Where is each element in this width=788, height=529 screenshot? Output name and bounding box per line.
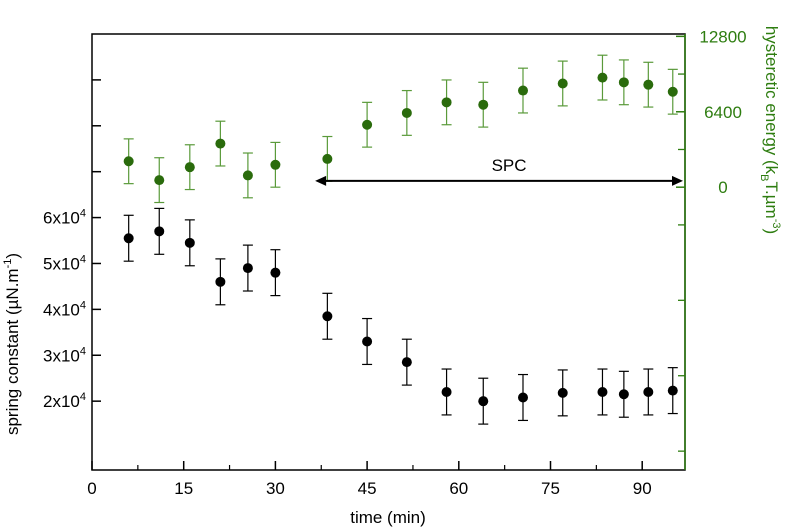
- annotation: SPC: [315, 156, 683, 186]
- right-y-tick-label: 6400: [704, 103, 742, 122]
- right-y-axis: 0 6400 12800: [676, 27, 747, 452]
- hysteretic-energy-point: [597, 72, 608, 83]
- spring-constant-point: [270, 267, 281, 278]
- spring-constant-point: [643, 386, 654, 397]
- spring-constant-point: [322, 311, 333, 322]
- spring-constant-point: [123, 233, 134, 244]
- left-y-axis-title: spring constant (µN.m-1): [2, 253, 22, 435]
- spring-constant-point: [478, 396, 489, 407]
- hysteretic-energy-point: [362, 119, 373, 130]
- spring-constant-point: [618, 389, 629, 400]
- x-tick-label: 15: [174, 479, 193, 498]
- spring-constant-point: [215, 276, 226, 287]
- x-axis: 0 15 30 45 60 75 90: [87, 461, 652, 498]
- hysteretic-energy-point: [478, 99, 489, 110]
- hysteretic-energy-point: [322, 153, 333, 164]
- spring-constant-point: [154, 226, 165, 237]
- x-axis-title: time (min): [350, 508, 426, 527]
- spc-label: SPC: [492, 156, 527, 175]
- hysteretic-energy-point: [242, 170, 253, 181]
- left-y-axis: 2x104 3x104 4x104 5x104 6x104: [43, 79, 101, 411]
- x-tick-label: 60: [449, 479, 468, 498]
- spring-constant-point: [362, 336, 373, 347]
- spring-constant-point: [597, 386, 608, 397]
- hysteretic-energy-point: [401, 107, 412, 118]
- right-y-axis-title: hysteretic energy (kBT.µm-3): [758, 26, 782, 234]
- left-y-tick-label: 5x104: [43, 253, 86, 273]
- spring-constant-point: [184, 237, 195, 248]
- left-y-tick-label: 4x104: [43, 299, 86, 319]
- plot-frame: [91, 33, 686, 471]
- hysteretic-energy-point: [517, 85, 528, 96]
- hysteretic-energy-point: [154, 175, 165, 186]
- hysteretic-energy-point: [270, 159, 281, 170]
- spring-constant-point: [667, 385, 678, 396]
- x-tick-label: 45: [358, 479, 377, 498]
- hysteretic-energy-point: [643, 79, 654, 90]
- hysteretic-energy-point: [441, 97, 452, 108]
- left-y-tick-label: 3x104: [43, 345, 86, 365]
- x-tick-label: 30: [266, 479, 285, 498]
- hysteretic-energy-point: [184, 162, 195, 173]
- series-layer: [123, 54, 678, 425]
- spring-constant-point: [401, 357, 412, 368]
- hysteretic-energy-point: [667, 86, 678, 97]
- hysteretic-energy-point: [123, 156, 134, 167]
- left-y-tick-label: 2x104: [43, 391, 86, 411]
- spring-constant-point: [517, 392, 528, 403]
- x-tick-label: 0: [87, 479, 96, 498]
- right-y-tick-label: 12800: [699, 27, 746, 46]
- x-tick-label: 75: [541, 479, 560, 498]
- hysteretic-energy-point: [618, 77, 629, 88]
- spring-constant-point: [441, 386, 452, 397]
- x-tick-label: 90: [633, 479, 652, 498]
- hysteretic-energy-point: [557, 78, 568, 89]
- left-y-tick-label: 6x104: [43, 208, 86, 228]
- spring-constant-point: [242, 263, 253, 274]
- hysteretic-energy-point: [215, 138, 226, 149]
- right-y-tick-label: 0: [718, 178, 727, 197]
- spc-arrow-right-head: [672, 175, 683, 186]
- spc-arrow-left-head: [315, 175, 327, 186]
- spring-constant-point: [557, 387, 568, 398]
